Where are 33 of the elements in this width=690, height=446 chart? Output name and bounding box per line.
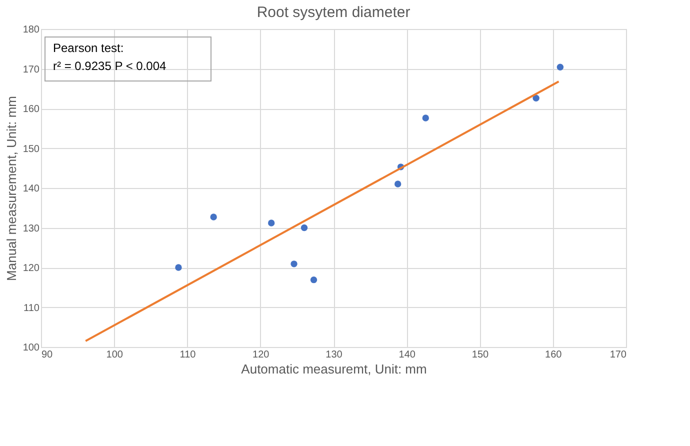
- x-tick-label: 150: [472, 350, 490, 360]
- chart-title: Root sysytem diameter: [256, 4, 410, 21]
- annotation: Pearson test:: [53, 41, 124, 55]
- y-tick-label: 130: [22, 223, 40, 234]
- x-tick-label: 100: [106, 350, 124, 360]
- point: [210, 214, 217, 220]
- y-tick-label: 150: [22, 144, 40, 155]
- y-tick-label: 140: [22, 184, 40, 194]
- point: [532, 94, 540, 102]
- point: [422, 114, 429, 122]
- x-tick-label: 140: [398, 350, 416, 360]
- x-tick-label: 130: [326, 350, 343, 360]
- y-tick-label: 120: [22, 263, 40, 274]
- annotation: r² = 0.9235 P < 0.004: [53, 59, 167, 73]
- x-tick-label: 160: [545, 350, 562, 360]
- point: [300, 224, 308, 232]
- y-tick-label: 110: [24, 302, 40, 314]
- x-tick-label: 110: [180, 350, 196, 360]
- point: [556, 64, 564, 71]
- y-tick-label: 170: [22, 64, 40, 76]
- y-axis-title: Manual measurement, Unit: mm: [4, 96, 19, 281]
- x-tick-label: 90: [42, 350, 54, 360]
- y-tick-label: 100: [22, 342, 40, 354]
- x-tick-label: 120: [252, 350, 270, 360]
- point: [290, 260, 298, 268]
- y-tick-label: 160: [22, 104, 40, 115]
- x-axis-title: Automatic measuremt, Unit: mm: [241, 362, 427, 376]
- x-tick-label: 170: [610, 350, 627, 360]
- point: [394, 180, 402, 188]
- point: [175, 264, 182, 271]
- y-tick-label: 180: [22, 24, 40, 36]
- point: [310, 276, 318, 284]
- point: [268, 220, 275, 226]
